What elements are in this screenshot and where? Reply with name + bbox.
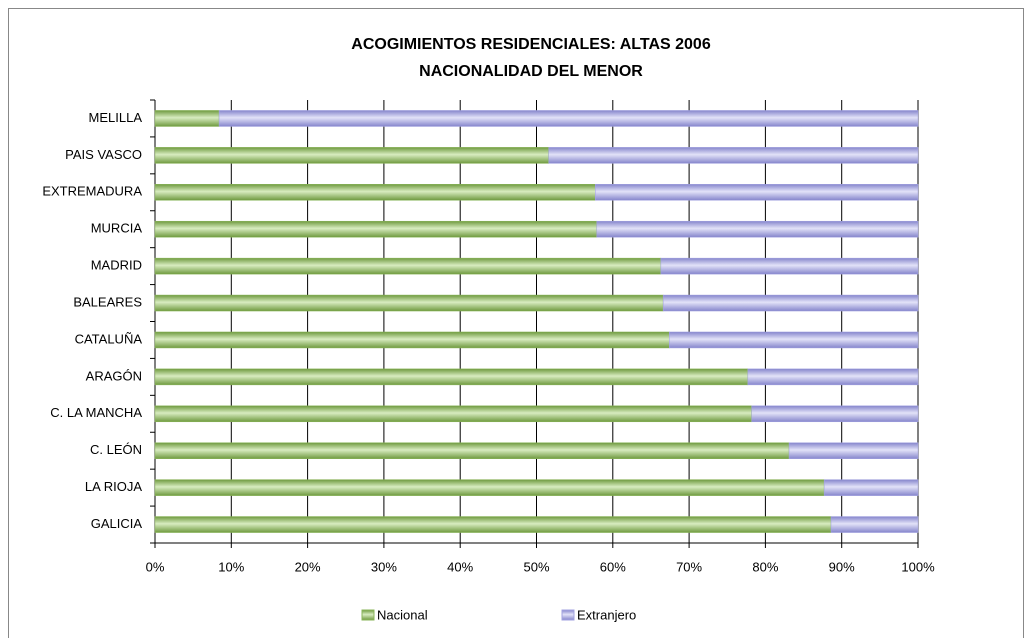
x-tick-label: 60% (600, 559, 626, 574)
y-tick-label: C. LA MANCHA (50, 405, 142, 420)
legend-swatch (561, 609, 575, 621)
bar-segment (154, 516, 832, 533)
bar-segment (154, 220, 598, 238)
y-tick-label: GALICIA (91, 516, 143, 531)
bar-segment (669, 331, 919, 349)
bar-segment (154, 257, 662, 275)
bar-segment (751, 405, 919, 423)
legend-label: Nacional (377, 607, 428, 622)
x-tick-label: 70% (676, 559, 702, 574)
bar-segment (154, 368, 749, 386)
y-tick-label: C. LEÓN (90, 442, 142, 457)
y-tick-label: ARAGÓN (86, 368, 142, 383)
bar-segment (154, 110, 220, 127)
chart-title: ACOGIMIENTOS RESIDENCIALES: ALTAS 2006 (351, 36, 711, 53)
bar-segment (154, 479, 825, 496)
y-tick-label: PAIS VASCO (65, 147, 142, 162)
bar-segment (660, 257, 919, 275)
bar-segment (154, 294, 664, 312)
bar-segment (218, 110, 919, 127)
y-tick-label: BALEARES (73, 294, 142, 309)
bar-segment (595, 184, 919, 201)
bar-segment (154, 147, 549, 164)
y-tick-label: MELILLA (89, 110, 143, 125)
y-tick-label: MURCIA (91, 221, 143, 236)
x-tick-label: 30% (371, 559, 397, 574)
legend-swatch (361, 609, 375, 621)
bar-segment (154, 184, 596, 201)
x-tick-label: 100% (901, 559, 935, 574)
y-tick-label: LA RIOJA (85, 479, 142, 494)
x-tick-label: 80% (752, 559, 778, 574)
y-tick-label: EXTREMADURA (42, 184, 142, 199)
chart-frame (8, 8, 1024, 638)
bar-segment (788, 442, 919, 459)
bar-segment (154, 331, 670, 349)
bar-segment (154, 405, 752, 423)
x-tick-label: 40% (447, 559, 473, 574)
y-tick-label: MADRID (91, 258, 142, 273)
bar-segment (596, 220, 919, 238)
bar-segment (830, 516, 919, 533)
bar-segment (747, 368, 919, 386)
x-tick-label: 0% (146, 559, 165, 574)
bar-segment (823, 479, 919, 496)
x-tick-label: 20% (295, 559, 321, 574)
bar-segment (662, 294, 919, 312)
chart-subtitle: NACIONALIDAD DEL MENOR (419, 63, 643, 80)
y-tick-label: CATALUÑA (75, 331, 143, 346)
x-tick-label: 90% (829, 559, 855, 574)
x-tick-label: 50% (523, 559, 549, 574)
bar-segment (154, 442, 790, 459)
bar-segment (548, 147, 919, 164)
x-tick-label: 10% (218, 559, 244, 574)
legend-label: Extranjero (577, 607, 636, 622)
